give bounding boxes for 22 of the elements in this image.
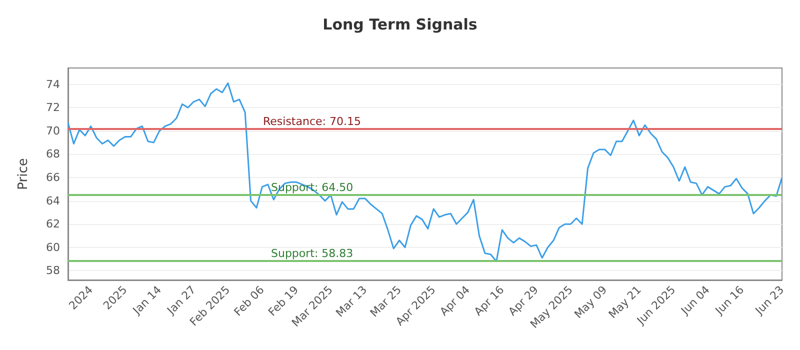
y-tick-label: 62 [46, 218, 60, 231]
x-tick-label: Mar 13 [333, 283, 370, 320]
x-tick-label: Jun 16 [712, 283, 747, 318]
y-tick-label: 66 [46, 170, 60, 184]
y-tick-label: 74 [46, 78, 60, 91]
x-tick-label: Apr 04 [437, 283, 472, 318]
ref-line-label: Resistance: 70.15 [263, 115, 361, 128]
y-axis-title: Price [16, 158, 31, 190]
y-tick-label: 58 [46, 264, 60, 278]
y-tick-label: 70 [46, 124, 60, 138]
x-tick-label: Jan 14 [130, 283, 164, 318]
line-series [67, 82, 783, 262]
x-tick-label: Jun 23 [752, 283, 787, 318]
y-tick-label: 72 [46, 101, 60, 114]
x-tick-label: Feb 06 [232, 283, 267, 319]
x-tick-label: Jun 04 [678, 283, 712, 318]
y-tick-label: 64 [46, 194, 60, 208]
chart-title: Long Term Signals [322, 16, 478, 34]
y-tick-label: 60 [46, 240, 60, 254]
y-tick-label: 68 [46, 148, 60, 161]
ref-line-label: Support: 58.83 [271, 247, 354, 260]
x-tick-label: Apr 16 [472, 283, 507, 318]
